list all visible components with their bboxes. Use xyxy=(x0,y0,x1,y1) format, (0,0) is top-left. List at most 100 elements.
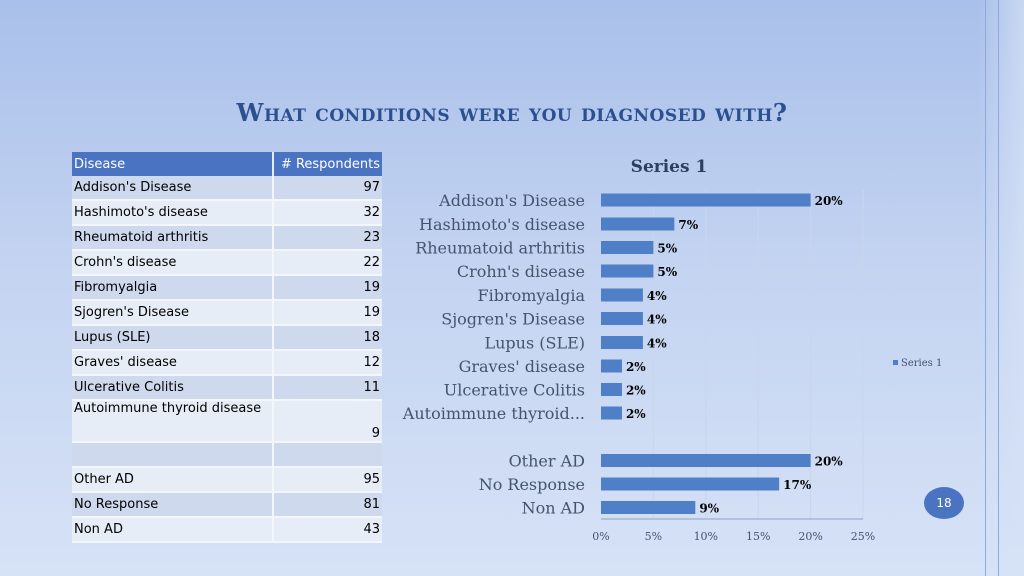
bar xyxy=(601,501,696,514)
table-row: Graves' disease 12 xyxy=(72,350,382,376)
bar xyxy=(601,359,622,373)
table-cell-count: 22 xyxy=(273,250,382,276)
table-cell-disease: Sjogren's Disease xyxy=(72,300,275,326)
table-cell-count: 11 xyxy=(273,375,382,401)
table-body: Addison's Disease 97 Hashimoto's disease 32… xyxy=(72,176,382,543)
table-cell-disease: Ulcerative Colitis xyxy=(72,375,275,401)
legend-swatch xyxy=(893,360,898,365)
category-label: Other AD xyxy=(509,452,585,471)
table-cell-disease: Non AD xyxy=(72,517,275,543)
data-label: 17% xyxy=(783,478,812,492)
x-tick-label: 10% xyxy=(694,530,718,543)
bar xyxy=(601,336,643,349)
table-cell-disease xyxy=(72,442,275,468)
table-row: Fibromyalgia 19 xyxy=(72,275,382,301)
respondents-table: Disease # Respondents Addison's Disease 9… xyxy=(72,152,382,543)
table-header-row: Disease # Respondents xyxy=(72,152,382,176)
table-row: Sjogren's Disease 19 xyxy=(72,300,382,326)
table-cell-disease: Addison's Disease xyxy=(72,176,275,201)
table-cell-disease: Other AD xyxy=(72,467,275,493)
table-cell-disease: Hashimoto's disease xyxy=(72,200,275,226)
table-cell-count: 32 xyxy=(273,200,382,226)
table-row: Lupus (SLE) 18 xyxy=(72,325,382,351)
data-label: 2% xyxy=(626,384,646,398)
bar xyxy=(601,383,622,396)
category-label: Sjogren's Disease xyxy=(441,310,585,329)
bar xyxy=(601,454,811,467)
category-label: Ulcerative Colitis xyxy=(444,381,585,400)
table-cell-count: 19 xyxy=(273,300,382,326)
table-cell-count: 9 xyxy=(273,400,382,443)
category-label: Lupus (SLE) xyxy=(484,334,585,353)
table-cell-disease: Lupus (SLE) xyxy=(72,325,275,351)
table-cell-count: 97 xyxy=(273,176,382,201)
table-row: Non AD 43 xyxy=(72,517,382,543)
table-cell-disease: Autoimmune thyroid disease xyxy=(72,400,275,443)
category-label: Hashimoto's disease xyxy=(419,215,585,234)
category-label: Non AD xyxy=(522,499,585,518)
category-label: No Response xyxy=(479,475,585,494)
bar xyxy=(601,288,643,302)
data-label: 5% xyxy=(657,242,677,256)
table-cell-count: 18 xyxy=(273,325,382,351)
table-row: Autoimmune thyroid disease 9 xyxy=(72,400,382,443)
chart-title: Series 1 xyxy=(631,157,708,177)
data-label: 20% xyxy=(815,455,844,469)
table-cell-disease: No Response xyxy=(72,492,275,518)
table-cell-count: 19 xyxy=(273,275,382,301)
table-cell-count: 12 xyxy=(273,350,382,376)
data-label: 5% xyxy=(657,265,677,279)
x-tick-label: 0% xyxy=(592,530,609,543)
table-cell-disease: Fibromyalgia xyxy=(72,275,275,301)
data-label: 4% xyxy=(647,289,667,303)
table-row: Other AD 95 xyxy=(72,467,382,493)
table-row: Rheumatoid arthritis 23 xyxy=(72,225,382,251)
data-label: 2% xyxy=(626,360,646,374)
bar xyxy=(601,406,622,420)
bar xyxy=(601,193,811,207)
legend-entry: Series 1 xyxy=(901,358,942,369)
table-cell-count: 95 xyxy=(273,467,382,493)
category-label: Autoimmune thyroid... xyxy=(402,404,585,423)
slide-title: What conditions were you diagnosed with? xyxy=(236,98,788,127)
header-disease: Disease xyxy=(72,152,275,176)
table-row: Addison's Disease 97 xyxy=(72,176,382,201)
bar xyxy=(601,217,675,231)
table-cell-disease: Rheumatoid arthritis xyxy=(72,225,275,251)
table-row xyxy=(72,442,382,468)
bar xyxy=(601,264,654,278)
table-cell-count: 43 xyxy=(273,517,382,543)
bar xyxy=(601,241,654,254)
bar xyxy=(601,312,643,325)
table-row: Crohn's disease 22 xyxy=(72,250,382,276)
table-row: Ulcerative Colitis 11 xyxy=(72,375,382,401)
category-label: Fibromyalgia xyxy=(477,286,585,305)
data-label: 9% xyxy=(699,502,719,516)
category-label: Crohn's disease xyxy=(457,262,585,281)
edge-line xyxy=(998,0,999,576)
table-row: Hashimoto's disease 32 xyxy=(72,200,382,226)
table-cell-count: 23 xyxy=(273,225,382,251)
x-tick-label: 20% xyxy=(798,530,822,543)
category-label: Rheumatoid arthritis xyxy=(415,239,585,258)
data-label: 4% xyxy=(647,313,667,327)
table-cell-disease: Graves' disease xyxy=(72,350,275,376)
slide-number: 18 xyxy=(924,487,964,519)
data-label: 4% xyxy=(647,337,667,351)
data-label: 7% xyxy=(678,218,698,232)
table-cell-count: 81 xyxy=(273,492,382,518)
table-cell-count xyxy=(273,442,382,468)
x-tick-label: 15% xyxy=(746,530,770,543)
edge-line xyxy=(985,0,986,576)
header-respondents: # Respondents xyxy=(273,152,382,176)
category-label: Addison's Disease xyxy=(438,191,585,210)
bar xyxy=(601,477,780,491)
x-tick-label: 5% xyxy=(645,530,662,543)
data-label: 2% xyxy=(626,407,646,421)
category-label: Graves' disease xyxy=(459,357,585,376)
data-label: 20% xyxy=(815,194,844,208)
x-tick-label: 25% xyxy=(851,530,875,543)
table-row: No Response 81 xyxy=(72,492,382,518)
table-cell-disease: Crohn's disease xyxy=(72,250,275,276)
